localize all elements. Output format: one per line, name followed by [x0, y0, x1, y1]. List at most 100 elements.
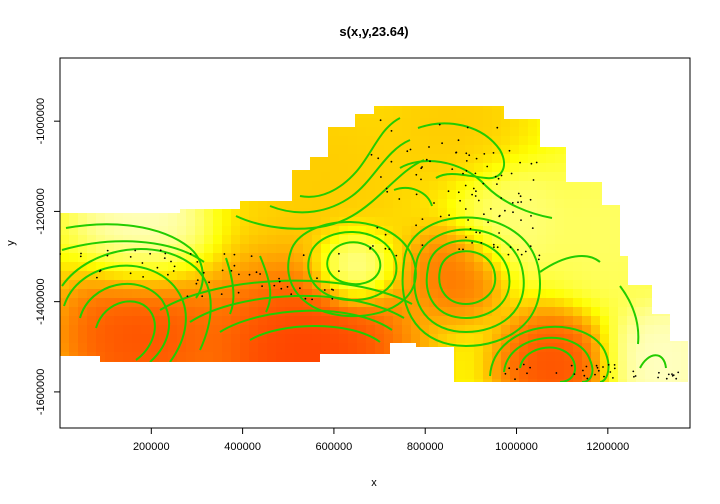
heat-cell	[573, 262, 583, 272]
heat-cell	[546, 325, 556, 335]
heat-cell	[213, 154, 223, 164]
y-axis-label: y	[5, 240, 17, 246]
heat-cell	[186, 271, 196, 281]
data-point	[492, 152, 495, 154]
heat-cell	[402, 199, 412, 209]
heat-cell	[195, 106, 205, 110]
heat-cell	[240, 145, 250, 155]
heat-cell	[357, 217, 367, 227]
heat-cell	[474, 208, 484, 218]
heat-cell	[366, 262, 376, 272]
heat-cell	[357, 109, 367, 119]
heat-cell	[69, 172, 79, 182]
heat-cell	[303, 181, 313, 191]
heat-cell	[195, 379, 205, 382]
data-point	[538, 254, 541, 257]
heat-cell	[105, 307, 115, 317]
heat-cell	[618, 181, 628, 191]
heat-cell	[681, 145, 688, 155]
heat-cell	[267, 370, 277, 380]
data-point	[415, 193, 418, 196]
heat-cell	[186, 190, 196, 200]
heat-cell	[519, 136, 529, 146]
heat-cell	[285, 298, 295, 308]
heat-cell	[132, 325, 142, 335]
heat-cell	[87, 109, 97, 119]
heat-cell	[123, 379, 133, 382]
heat-cell	[645, 271, 655, 281]
heat-cell	[420, 199, 430, 209]
heat-cell	[240, 208, 250, 218]
heat-cell	[60, 154, 70, 164]
heat-cell	[492, 118, 502, 128]
heat-cell	[654, 208, 664, 218]
heat-cell	[348, 199, 358, 209]
heat-cell	[573, 253, 583, 263]
data-point	[671, 373, 673, 375]
heat-cell	[645, 136, 655, 146]
heat-cell	[465, 244, 475, 254]
heat-cell	[483, 262, 493, 272]
heat-cell	[339, 208, 349, 218]
heat-cell	[186, 109, 196, 119]
heat-cell	[312, 199, 322, 209]
data-point	[465, 160, 468, 162]
contour-line	[269, 139, 411, 214]
heat-cell	[483, 280, 493, 290]
heat-cell	[546, 271, 556, 281]
heat-cell	[528, 109, 538, 119]
heat-cell	[510, 190, 520, 200]
heat-cell	[456, 172, 466, 182]
heat-cell	[123, 244, 133, 254]
heat-cell	[303, 118, 313, 128]
heat-cell	[177, 199, 187, 209]
heat-cell	[375, 208, 385, 218]
heat-cell	[267, 217, 277, 227]
data-point	[377, 157, 380, 160]
heat-cell	[159, 226, 169, 236]
heat-cell	[105, 379, 115, 382]
heat-cell	[528, 118, 538, 128]
heat-cell	[672, 325, 682, 335]
heat-cell	[411, 244, 421, 254]
heat-cell	[564, 106, 574, 110]
heat-cell	[384, 334, 394, 344]
heat-cell	[465, 289, 475, 299]
heat-cell	[501, 163, 511, 173]
heat-cell	[222, 190, 232, 200]
heat-cell	[591, 388, 601, 398]
data-point	[80, 252, 82, 255]
heat-cell	[213, 181, 223, 191]
heat-cell	[312, 181, 322, 191]
heat-cell	[132, 289, 142, 299]
heat-cell	[582, 334, 592, 344]
heat-cell	[213, 208, 223, 218]
heat-cell	[150, 307, 160, 317]
heat-cell	[105, 361, 115, 371]
heat-cell	[312, 289, 322, 299]
heat-cell	[474, 253, 484, 263]
heat-cell	[303, 379, 313, 382]
heat-cell	[411, 181, 421, 191]
heat-cell	[177, 109, 187, 119]
heat-cell	[519, 262, 529, 272]
heat-cell	[573, 370, 583, 380]
heat-cell	[105, 388, 115, 398]
heat-cell	[177, 208, 187, 218]
heat-cell	[222, 262, 232, 272]
heat-cell	[159, 325, 169, 335]
heat-cell	[294, 253, 304, 263]
heat-cell	[402, 352, 412, 362]
heat-cell	[546, 361, 556, 371]
heat-cell	[672, 208, 682, 218]
heat-cell	[96, 109, 106, 119]
heat-cell	[429, 181, 439, 191]
heat-cell	[393, 208, 403, 218]
heat-cell	[366, 163, 376, 173]
heat-cell	[168, 106, 178, 110]
heat-cell	[330, 316, 340, 326]
heat-cell	[609, 271, 619, 281]
heat-cell	[231, 361, 241, 371]
heat-cell	[195, 361, 205, 371]
heat-cell	[69, 388, 79, 398]
